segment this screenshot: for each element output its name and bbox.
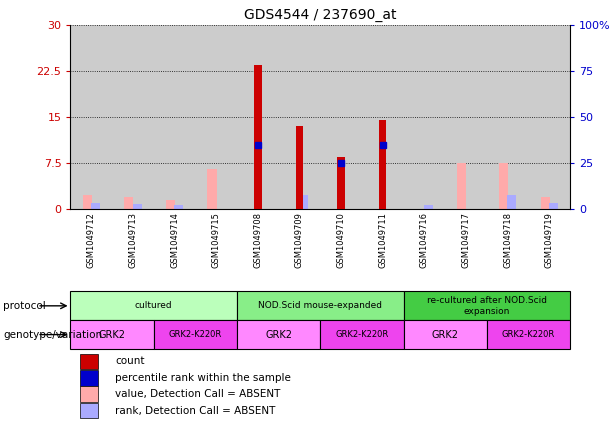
Bar <box>207 169 216 209</box>
Bar <box>237 320 320 349</box>
Bar <box>403 320 487 349</box>
Text: GRK2-K220R: GRK2-K220R <box>502 330 555 339</box>
Bar <box>445 25 487 209</box>
Text: percentile rank within the sample: percentile rank within the sample <box>115 373 291 383</box>
Bar <box>337 157 345 209</box>
Bar <box>112 25 154 209</box>
Text: re-cultured after NOD.Scid
expansion: re-cultured after NOD.Scid expansion <box>427 296 547 316</box>
Title: GDS4544 / 237690_at: GDS4544 / 237690_at <box>244 8 397 22</box>
Bar <box>487 25 528 209</box>
Bar <box>91 203 100 209</box>
Bar <box>70 291 237 320</box>
Bar <box>80 370 97 386</box>
Text: GRK2: GRK2 <box>99 330 126 340</box>
Bar <box>320 25 362 209</box>
Text: cultured: cultured <box>135 301 173 310</box>
Bar <box>528 25 570 209</box>
Bar <box>124 197 134 209</box>
Bar <box>166 200 175 209</box>
Text: value, Detection Call = ABSENT: value, Detection Call = ABSENT <box>115 389 281 399</box>
Text: rank, Detection Call = ABSENT: rank, Detection Call = ABSENT <box>115 406 276 415</box>
Bar <box>132 204 142 209</box>
Bar <box>83 195 92 209</box>
Bar <box>154 320 237 349</box>
Bar <box>362 25 403 209</box>
Bar <box>254 65 262 209</box>
Bar <box>80 386 97 402</box>
Bar <box>487 320 570 349</box>
Bar <box>424 205 433 209</box>
Bar <box>196 25 237 209</box>
Bar <box>403 25 445 209</box>
Bar <box>80 354 97 369</box>
Bar <box>379 120 386 209</box>
Bar <box>70 25 112 209</box>
Bar <box>70 320 154 349</box>
Bar <box>295 126 303 209</box>
Text: NOD.Scid mouse-expanded: NOD.Scid mouse-expanded <box>258 301 383 310</box>
Bar <box>174 205 183 209</box>
Bar <box>237 291 403 320</box>
Bar <box>549 203 558 209</box>
Bar <box>299 195 308 209</box>
Text: GRK2: GRK2 <box>265 330 292 340</box>
Bar <box>154 25 196 209</box>
Bar <box>507 195 516 209</box>
Bar <box>457 163 466 209</box>
Bar <box>403 291 570 320</box>
Bar <box>279 25 321 209</box>
Text: count: count <box>115 357 145 366</box>
Bar <box>237 25 279 209</box>
Bar <box>499 163 508 209</box>
Bar <box>320 320 403 349</box>
Text: GRK2-K220R: GRK2-K220R <box>335 330 389 339</box>
Text: GRK2-K220R: GRK2-K220R <box>169 330 222 339</box>
Bar <box>80 403 97 418</box>
Text: genotype/variation: genotype/variation <box>3 330 102 340</box>
Text: GRK2: GRK2 <box>432 330 459 340</box>
Text: protocol: protocol <box>3 301 46 311</box>
Bar <box>541 197 550 209</box>
